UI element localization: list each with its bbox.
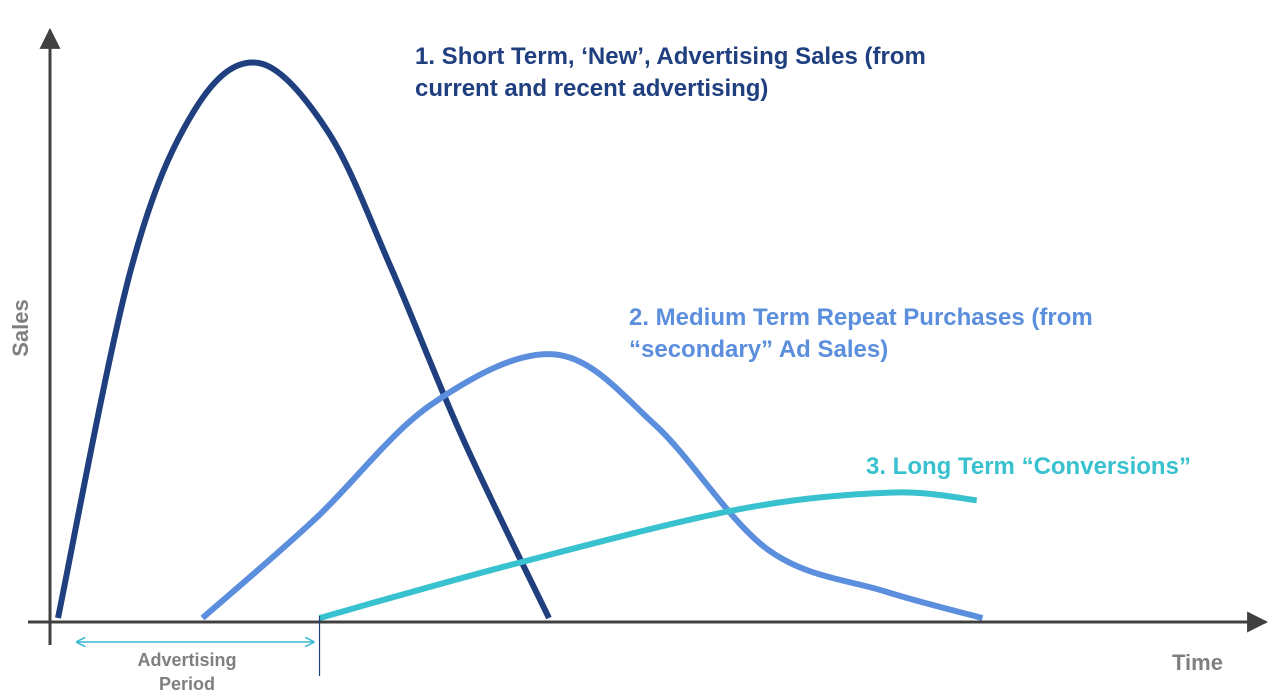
series-label-1-line-2: current and recent advertising): [415, 75, 768, 102]
series-line-2: [200, 351, 984, 621]
series-label-3-line-1: 3. Long Term “Conversions”: [866, 453, 1191, 480]
series-label-2-line-2: “secondary” Ad Sales): [629, 336, 888, 363]
series-label-2-line-1: 2. Medium Term Repeat Purchases (from: [629, 304, 1093, 331]
series-label-1: 1. Short Term, ‘New’, Advertising Sales …: [415, 43, 926, 102]
advertising-period-label-line-2: Period: [159, 674, 215, 694]
advertising-period-label-line-1: Advertising: [137, 650, 236, 670]
advertising-period-annotation: Advertising Period: [77, 616, 321, 694]
x-axis-label: Time: [1172, 650, 1223, 675]
series-line-1: [55, 59, 552, 620]
series-label-3: 3. Long Term “Conversions”: [866, 453, 1191, 480]
series-line-3: [318, 489, 978, 621]
series-label-1-line-1: 1. Short Term, ‘New’, Advertising Sales …: [415, 43, 926, 70]
advertising-period-label: Advertising Period: [137, 650, 236, 694]
series-label-2: 2. Medium Term Repeat Purchases (from “se…: [629, 304, 1093, 363]
series-layer: [55, 59, 984, 621]
y-axis-label: Sales: [8, 299, 33, 357]
labels-layer: 1. Short Term, ‘New’, Advertising Sales …: [415, 43, 1191, 480]
